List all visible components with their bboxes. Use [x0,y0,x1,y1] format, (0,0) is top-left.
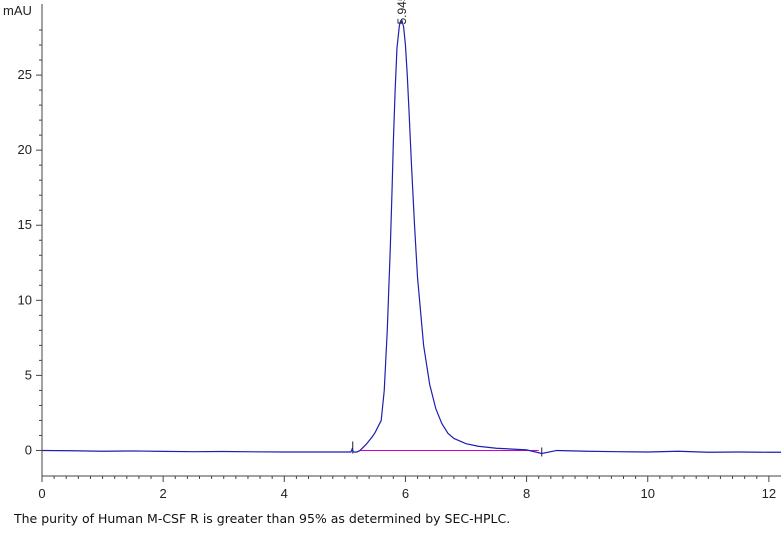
x-tick-label: 10 [641,486,655,501]
x-tick-label: 12 [762,486,776,501]
y-axis-unit-label: mAU [3,3,32,18]
x-tick-label: 2 [160,486,167,501]
signal-trace [41,20,781,455]
axes [41,4,781,477]
y-tick-label: 5 [25,367,32,382]
figure-caption: The purity of Human M-CSF R is greater t… [14,511,511,526]
y-tick-label: 0 [25,442,32,457]
x-tick-label: 0 [38,486,45,501]
x-tick-label: 6 [402,486,409,501]
y-tick-label: 20 [18,142,32,157]
y-tick-label: 10 [18,292,32,307]
y-tick-label: 15 [18,217,32,232]
peak-retention-label: 5.945 [395,0,409,25]
x-tick-label: 4 [281,486,288,501]
x-tick-label: 8 [523,486,530,501]
y-tick-label: 25 [18,67,32,82]
axis-ticks: 0 5 10 15 20 25 0 2 4 6 8 10 12 [18,29,776,501]
